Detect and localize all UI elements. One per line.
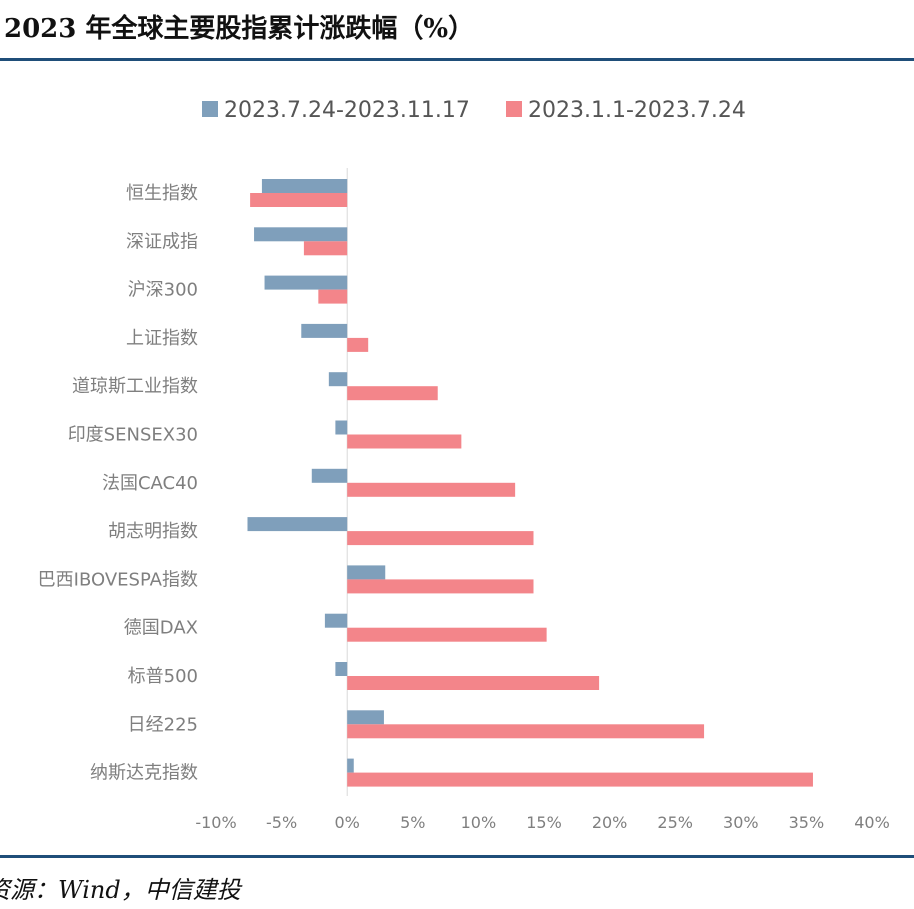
category-label: 纳斯达克指数 xyxy=(90,763,198,784)
bar-recent-0 xyxy=(261,179,348,193)
footer-divider xyxy=(0,855,914,858)
bar-h1-1 xyxy=(303,241,348,256)
bar-recent-9 xyxy=(324,613,348,628)
category-label: 恒生指数 xyxy=(126,183,198,204)
source-note: 资源：Wind，中信建投 xyxy=(0,876,241,904)
category-label: 巴西IBOVESPA指数 xyxy=(38,569,198,590)
bar-recent-7 xyxy=(247,517,348,532)
title-divider xyxy=(0,58,914,61)
x-tick-label: -5% xyxy=(266,813,297,832)
x-tick-label: -10% xyxy=(195,813,236,832)
x-tick-label: 35% xyxy=(789,813,825,832)
bar-h1-2 xyxy=(318,289,348,304)
category-label: 胡志明指数 xyxy=(108,521,198,542)
bar-recent-4 xyxy=(328,372,348,387)
page-title: 2023 年全球主要股指累计涨跌幅（%） xyxy=(4,14,475,44)
bar-h1-11 xyxy=(347,724,705,739)
x-tick-label: 0% xyxy=(335,813,360,832)
bar-h1-12 xyxy=(347,772,813,787)
legend-swatch xyxy=(202,101,218,117)
bar-h1-4 xyxy=(347,386,438,401)
bar-h1-7 xyxy=(347,531,534,546)
bar-h1-0 xyxy=(250,193,348,207)
bar-h1-3 xyxy=(347,337,369,352)
category-label: 深证成指 xyxy=(126,231,198,252)
category-label: 上证指数 xyxy=(126,328,198,349)
bar-recent-5 xyxy=(335,420,348,435)
bar-recent-3 xyxy=(301,323,348,338)
category-label: 日经225 xyxy=(128,714,198,735)
x-tick-label: 30% xyxy=(723,813,759,832)
bar-h1-10 xyxy=(347,676,600,690)
legend-label: 2023.7.24-2023.11.17 xyxy=(224,98,470,123)
legend-swatch xyxy=(506,101,522,117)
category-label: 法国CAC40 xyxy=(102,473,198,494)
x-tick-label: 15% xyxy=(526,813,562,832)
bar-recent-2 xyxy=(264,275,348,290)
bar-h1-9 xyxy=(347,627,547,642)
bar-h1-8 xyxy=(347,579,534,594)
bar-recent-12 xyxy=(347,758,354,773)
x-tick-label: 20% xyxy=(592,813,628,832)
bar-recent-10 xyxy=(335,662,348,676)
bar-recent-6 xyxy=(311,468,348,483)
category-label: 德国DAX xyxy=(124,618,198,639)
x-tick-label: 5% xyxy=(400,813,425,832)
legend-label: 2023.1.1-2023.7.24 xyxy=(528,98,746,123)
category-label: 道琼斯工业指数 xyxy=(72,376,198,397)
bar-recent-1 xyxy=(254,227,348,242)
bar-h1-5 xyxy=(347,434,462,449)
x-tick-label: 10% xyxy=(461,813,497,832)
bar-recent-8 xyxy=(347,565,386,580)
category-label: 印度SENSEX30 xyxy=(68,425,198,446)
bar-h1-6 xyxy=(347,482,516,497)
x-tick-label: 25% xyxy=(657,813,693,832)
category-label: 沪深300 xyxy=(128,280,198,301)
category-label: 标普500 xyxy=(128,666,198,687)
x-tick-label: 40% xyxy=(854,813,890,832)
bar-recent-11 xyxy=(347,710,384,725)
